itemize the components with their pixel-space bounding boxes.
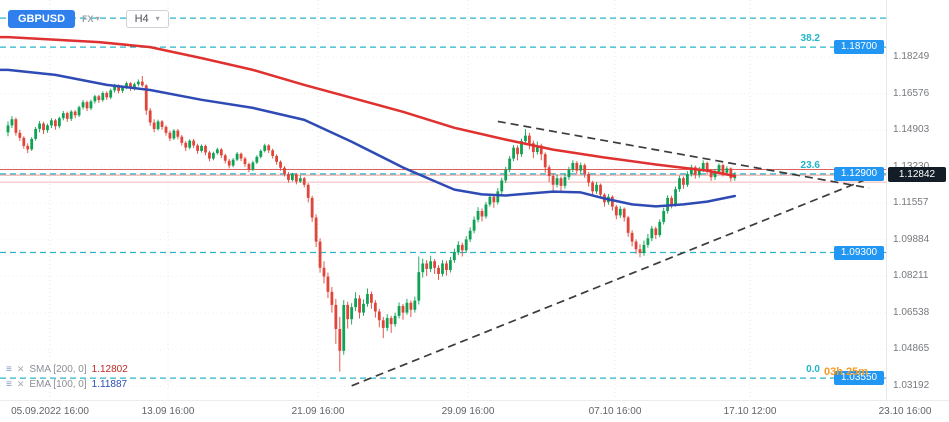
indicator-remove-icon[interactable]: ✕ (16, 364, 25, 374)
time-axis-label: 29.09 16:00 (441, 406, 495, 417)
indicator-legend: ≡ ✕ SMA [200, 0] 1.12802 ≡ ✕ EMA [100, 0… (6, 362, 128, 392)
time-axis[interactable]: 05.09.2022 16:00 13.09 16:00 21.09 16:00 29… (0, 400, 949, 422)
fib-level-label: 23.6 (800, 159, 820, 171)
indicator-settings-icon[interactable]: ≡ (6, 378, 12, 390)
indicator-value: 1.11887 (91, 379, 128, 390)
current-price-badge: 1.12842 (888, 167, 946, 183)
timeframe-select[interactable]: H4 ▾ (125, 10, 169, 28)
trendlines-layer (351, 120, 870, 387)
price-axis-label: 1.04865 (893, 343, 930, 355)
chart-plot-area[interactable]: 38.2 1.18700 23.6 1.12900 1.09300 0.0 1.03550 … (0, 0, 886, 400)
chevron-down-icon: ▾ (95, 14, 100, 23)
time-axis-label: 23.10 16:00 (878, 406, 932, 417)
price-axis-label: 1.03192 (893, 379, 930, 391)
price-axis-label: 1.14903 (893, 124, 930, 136)
time-axis-label: 05.09.2022 16:00 (11, 406, 89, 417)
price-axis-label: 1.08211 (893, 270, 929, 282)
price-axis-label: 1.18249 (893, 50, 930, 62)
price-level-badge[interactable]: 1.09300 (834, 245, 884, 260)
time-axis-label: 21.09 16:00 (291, 406, 345, 417)
chart-canvas[interactable] (0, 0, 886, 400)
indicator-name: EMA [100, 0] (29, 379, 87, 390)
time-axis-label: 17.10 12:00 (723, 406, 777, 417)
market-dropdown[interactable]: FX ▾ (82, 14, 100, 24)
price-axis-label: 1.09884 (893, 233, 930, 245)
fib-level-label: 38.2 (800, 33, 820, 45)
price-levels-layer (0, 17, 886, 379)
symbol-button[interactable]: GBPUSD (8, 10, 76, 28)
price-axis-label: 1.11557 (893, 197, 929, 209)
indicator-name: SMA [200, 0] (29, 364, 87, 375)
fib-level-label: 0.0 (806, 364, 820, 376)
indicator-remove-icon[interactable]: ✕ (16, 379, 25, 389)
timeframe-label: H4 (134, 13, 149, 25)
time-axis-label: 07.10 16:00 (588, 406, 642, 417)
indicator-row-ema: ≡ ✕ EMA [100, 0] 1.11887 (6, 377, 128, 392)
chart-overlays: 38.2 1.18700 23.6 1.12900 1.09300 0.0 1.03550 (800, 33, 884, 386)
indicator-row-sma: ≡ ✕ SMA [200, 0] 1.12802 (6, 362, 128, 377)
indicator-settings-icon[interactable]: ≡ (6, 363, 12, 375)
time-axis-label: 13.09 16:00 (141, 406, 195, 417)
market-label: FX (82, 14, 94, 24)
moving-averages-layer (0, 35, 737, 208)
price-axis-label: 1.16576 (893, 87, 930, 99)
toolbar: GBPUSD FX ▾ H4 ▾ (8, 10, 169, 28)
price-level-badge[interactable]: 1.12900 (834, 166, 884, 181)
candle-countdown: 03h 25m (824, 366, 869, 378)
price-axis-label: 1.06538 (893, 306, 930, 318)
price-level-badge[interactable]: 1.03550 (834, 371, 884, 386)
chevron-down-icon: ▾ (155, 14, 160, 23)
indicator-value: 1.12802 (91, 364, 128, 375)
price-axis-label: 1.13230 (893, 161, 929, 172)
price-axis[interactable]: 1.18249 1.16576 1.14903 1.13230 1.11557 1.098… (886, 0, 949, 400)
price-level-badge[interactable]: 1.18700 (834, 40, 884, 55)
